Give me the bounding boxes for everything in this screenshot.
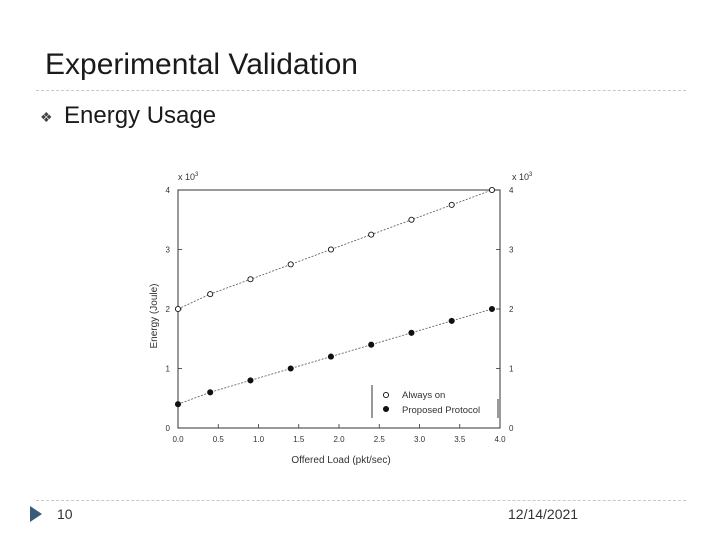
- legend-marker-proposed-protocol: [382, 405, 390, 413]
- legend-label-proposed-protocol: Proposed Protocol: [402, 405, 480, 416]
- y-tick-label-left: 0: [166, 424, 171, 433]
- y-tick-label-right: 0: [509, 424, 514, 433]
- data-point-proposed-protocol: [488, 305, 496, 313]
- data-point-proposed-protocol: [207, 389, 214, 396]
- data-point-proposed-protocol: [368, 341, 375, 348]
- x-tick-label: 3.0: [414, 435, 426, 444]
- x-tick-label: 0.0: [172, 435, 184, 444]
- data-point-proposed-protocol: [408, 329, 415, 336]
- data-point-proposed-protocol: [287, 365, 294, 372]
- y-tick-label-left: 2: [166, 305, 171, 314]
- x-tick-label: 2.5: [374, 435, 386, 444]
- x-axis-label: Offered Load (pkt/sec): [291, 455, 390, 466]
- multiplier-left-label: x 103: [178, 172, 199, 182]
- data-point-proposed-protocol: [174, 401, 182, 408]
- x-tick-label: 2.0: [333, 435, 345, 444]
- data-point-always-on: [287, 261, 294, 268]
- series-line-always-on: [177, 189, 493, 310]
- slide-title: Experimental Validation: [45, 48, 358, 81]
- x-tick-label: 1.5: [293, 435, 305, 444]
- y-tick-label-left: 1: [166, 365, 171, 374]
- y-tick-label-right: 3: [509, 246, 514, 255]
- data-point-always-on: [207, 291, 214, 298]
- data-point-always-on: [368, 231, 375, 238]
- y-axis-label: Energy (Joule): [149, 283, 160, 348]
- data-point-proposed-protocol: [448, 317, 455, 324]
- x-tick-label: 1.0: [253, 435, 265, 444]
- footer-date: 12/14/2021: [508, 506, 579, 522]
- data-point-always-on: [408, 216, 415, 223]
- y-tick-label-right: 4: [509, 186, 514, 195]
- data-point-proposed-protocol: [247, 377, 254, 384]
- y-tick-label-right: 2: [509, 305, 514, 314]
- y-tick-label-left: 3: [166, 246, 171, 255]
- plot-frame: [177, 189, 501, 429]
- legend-label-always-on: Always on: [402, 390, 445, 401]
- data-point-always-on: [247, 276, 254, 283]
- y-tick-label-left: 4: [166, 186, 171, 195]
- page-number: 10: [57, 506, 73, 522]
- data-point-proposed-protocol: [327, 353, 335, 360]
- x-tick-label: 0.5: [213, 435, 225, 444]
- bullet-text: Energy Usage: [64, 102, 217, 129]
- footer-divider: [36, 500, 686, 501]
- multiplier-right-label: x 103: [512, 172, 533, 182]
- data-point-always-on: [488, 186, 496, 194]
- x-tick-label: 4.0: [494, 435, 506, 444]
- legend-marker-always-on: [382, 391, 390, 399]
- data-point-always-on: [327, 246, 335, 253]
- x-tick-label: 3.5: [454, 435, 466, 444]
- legend: Always on Proposed Protocol: [371, 385, 499, 418]
- title-divider: [36, 90, 686, 91]
- data-point-always-on: [174, 305, 182, 313]
- bullet-icon: ❖: [40, 109, 53, 125]
- play-arrow-icon: [30, 506, 42, 522]
- data-point-always-on: [448, 201, 455, 208]
- y-tick-label-right: 1: [509, 365, 514, 374]
